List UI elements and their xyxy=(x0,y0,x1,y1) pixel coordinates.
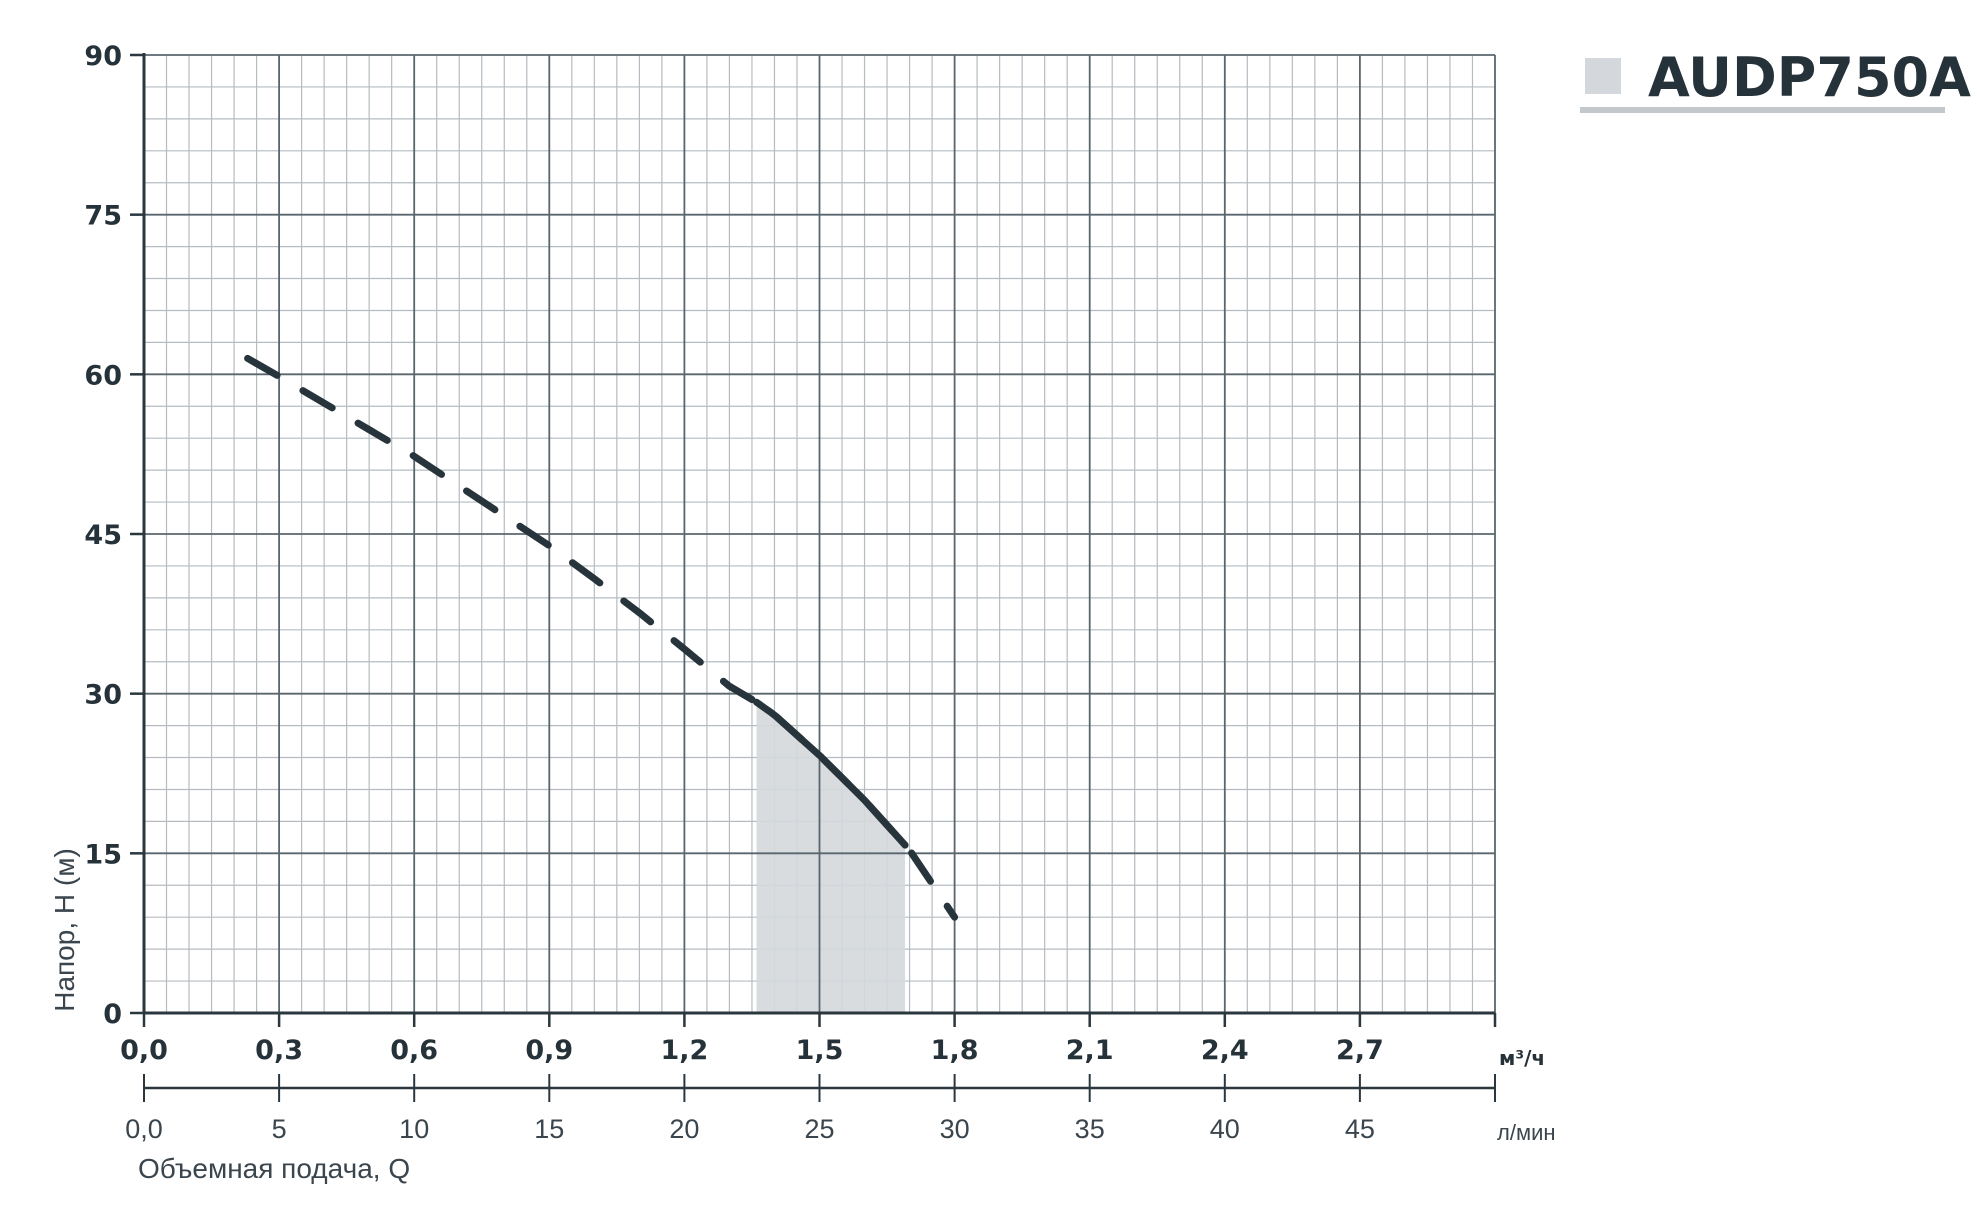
x-tick-label: 2,4 xyxy=(1201,1035,1249,1066)
x-tick-label: 1,8 xyxy=(931,1035,979,1066)
recommended-range-area xyxy=(756,702,906,1013)
x2-tick-label: 45 xyxy=(1345,1114,1375,1144)
curve-layer xyxy=(244,354,959,921)
x-axis-unit-secondary: л/мин xyxy=(1497,1120,1556,1145)
axes xyxy=(130,53,1497,1102)
y-tick-label: 15 xyxy=(84,839,122,870)
recommended-range-layer xyxy=(756,702,906,1013)
x-tick-label: 1,2 xyxy=(660,1035,708,1066)
y-tick-label: 75 xyxy=(84,201,122,232)
y-tick-label: 0 xyxy=(103,999,122,1030)
x2-tick-label: 35 xyxy=(1075,1114,1105,1144)
x-tick-label: 2,1 xyxy=(1066,1035,1114,1066)
x2-tick-label: 15 xyxy=(534,1114,564,1144)
x-tick-label: 0,9 xyxy=(525,1035,573,1066)
tick-labels: 0 15 30 45 60 75 90 0,0 0,3 0,6 0,9 1,2 1,5 1,8 2,1 2,4… xyxy=(84,41,1383,1144)
x2-tick-label: 10 xyxy=(399,1114,429,1144)
x-tick-label: 0,6 xyxy=(390,1035,438,1066)
y-tick-label: 45 xyxy=(84,520,122,551)
x-tick-label: 0,3 xyxy=(255,1035,303,1066)
x2-tick-label: 30 xyxy=(940,1114,970,1144)
x2-tick-label: 20 xyxy=(669,1114,699,1144)
x-axis-title: Объемная подача, Q xyxy=(138,1153,410,1184)
y-tick-label: 30 xyxy=(84,680,122,711)
x2-tick-label: 5 xyxy=(272,1114,287,1144)
legend-swatch xyxy=(1585,58,1621,94)
y-tick-label: 90 xyxy=(84,41,122,72)
y-axis-title: Напор, H (м) xyxy=(49,848,80,1012)
x-tick-label: 2,7 xyxy=(1336,1035,1384,1066)
y-tick-label: 60 xyxy=(84,360,122,391)
legend: AUDP750A xyxy=(1580,46,1971,113)
x-tick-label: 0,0 xyxy=(120,1035,168,1066)
legend-label: AUDP750A xyxy=(1648,46,1971,109)
x2-tick-label: 40 xyxy=(1210,1114,1240,1144)
x-axis-unit-primary: м³/ч xyxy=(1499,1046,1545,1070)
x2-tick-label: 25 xyxy=(804,1114,834,1144)
x2-tick-label: 0,0 xyxy=(125,1114,163,1144)
performance-curve-solid xyxy=(753,698,909,849)
x-tick-label: 1,5 xyxy=(796,1035,844,1066)
